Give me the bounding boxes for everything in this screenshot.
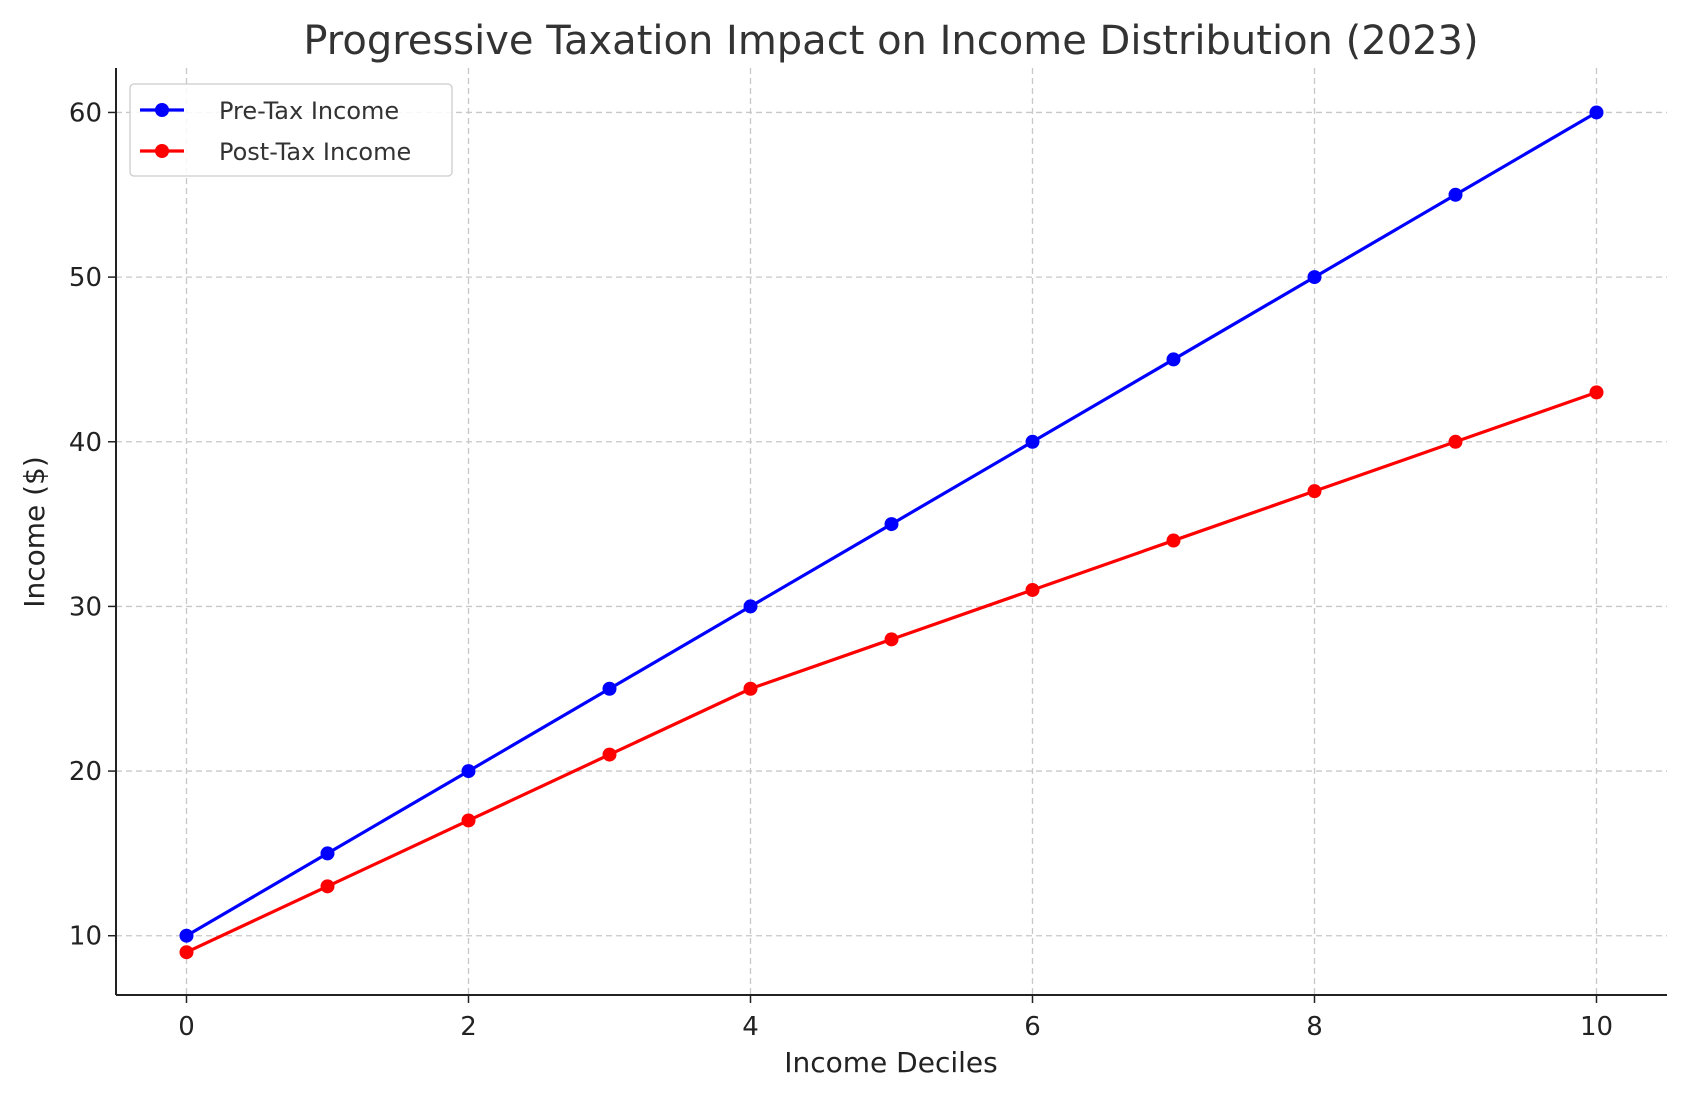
data-point xyxy=(1307,270,1322,285)
y-tick-label: 20 xyxy=(69,757,102,787)
x-tick-label: 8 xyxy=(1306,1012,1323,1042)
grid xyxy=(116,68,1667,995)
data-point xyxy=(179,945,194,960)
y-tick-label: 50 xyxy=(69,263,102,293)
data-point xyxy=(884,517,899,532)
data-point xyxy=(179,928,194,943)
data-point xyxy=(1448,187,1463,202)
data-point xyxy=(602,681,617,696)
legend: Pre-Tax Income Post-Tax Income xyxy=(129,83,453,177)
data-point xyxy=(1448,434,1463,449)
tick-labels: 0 2 4 6 8 10 10 20 30 40 50 60 xyxy=(69,98,1613,1042)
data-point xyxy=(461,813,476,828)
data-point xyxy=(1166,352,1181,367)
legend-label: Post-Tax Income xyxy=(219,138,411,166)
legend-marker xyxy=(155,144,169,158)
data-point xyxy=(320,846,335,861)
x-tick-label: 0 xyxy=(178,1012,195,1042)
x-tick-label: 2 xyxy=(460,1012,477,1042)
x-axis-label: Income Deciles xyxy=(784,1046,998,1079)
y-tick-label: 60 xyxy=(69,98,102,128)
legend-label: Pre-Tax Income xyxy=(219,97,399,125)
x-tick-label: 10 xyxy=(1580,1012,1613,1042)
x-tick-label: 6 xyxy=(1024,1012,1041,1042)
data-point xyxy=(743,599,758,614)
legend-box xyxy=(129,83,453,177)
data-point xyxy=(1589,105,1604,120)
data-point xyxy=(743,681,758,696)
series-group xyxy=(179,105,1604,960)
series-line-1 xyxy=(185,390,1598,954)
axes xyxy=(108,68,1667,1003)
data-point xyxy=(884,632,899,647)
data-point xyxy=(602,747,617,762)
data-point xyxy=(1025,434,1040,449)
data-point xyxy=(1166,533,1181,548)
y-axis-label: Income ($) xyxy=(18,456,51,608)
chart-title: Progressive Taxation Impact on Income Di… xyxy=(303,18,1478,64)
legend-marker xyxy=(155,103,169,117)
data-point xyxy=(1307,484,1322,499)
y-tick-label: 40 xyxy=(69,428,102,458)
y-tick-label: 10 xyxy=(69,922,102,952)
data-point xyxy=(1025,582,1040,597)
x-tick-label: 4 xyxy=(742,1012,759,1042)
data-point xyxy=(461,764,476,779)
data-point xyxy=(1589,385,1604,400)
data-point xyxy=(320,879,335,894)
y-tick-label: 30 xyxy=(69,592,102,622)
